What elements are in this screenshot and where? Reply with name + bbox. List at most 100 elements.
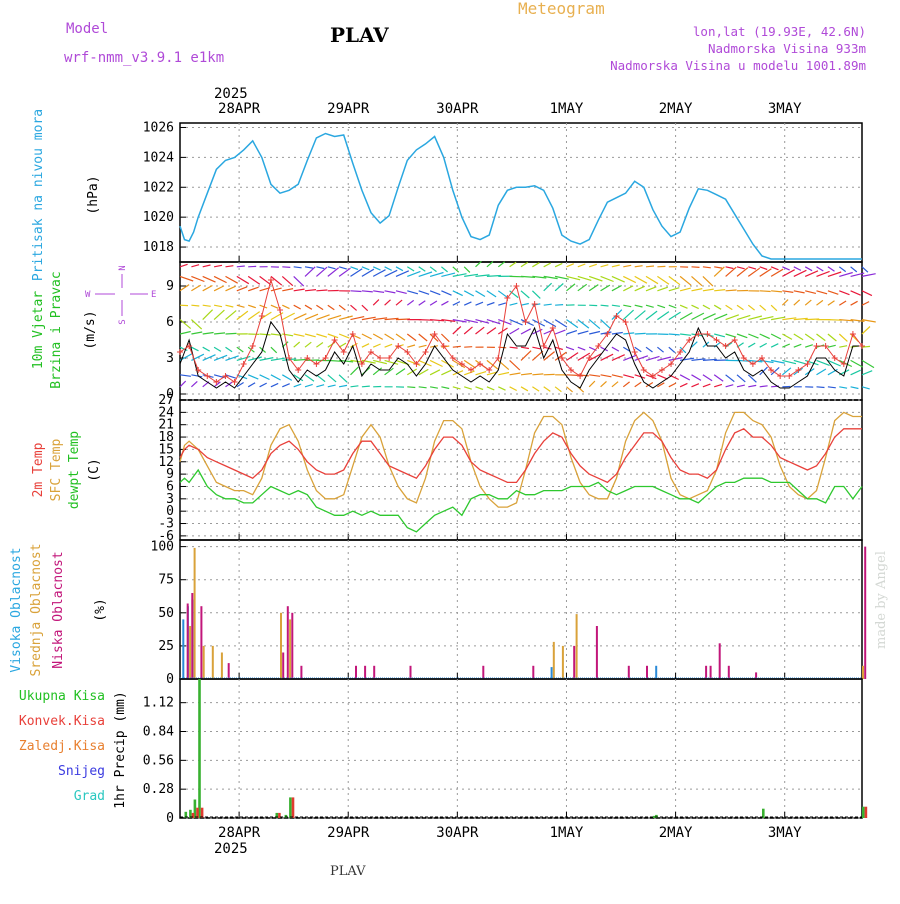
wind-arrow (760, 386, 768, 387)
wind-arrow (191, 332, 202, 334)
wind-arrow (532, 374, 543, 375)
wind-arrow (612, 333, 623, 335)
y-tick-label: 100 (151, 540, 174, 555)
y-tick-label: 6 (166, 315, 174, 330)
wind-arrow (316, 267, 327, 276)
wind-arrow (544, 283, 552, 291)
wind-arrow (237, 311, 248, 320)
wind-arrow (692, 305, 699, 308)
wind-arrow (737, 375, 745, 382)
wind-arrow (294, 305, 301, 309)
wind-gust-marker (659, 367, 665, 373)
wind-arrow (441, 267, 447, 272)
wind-arrow (214, 347, 221, 351)
wind-arrow (680, 305, 687, 308)
wind-arrow (578, 331, 589, 334)
wind-arrow (385, 334, 394, 340)
y-tick-label: 1020 (143, 210, 174, 225)
wind-arrow (532, 263, 539, 267)
wind-arrow (282, 289, 293, 291)
wind-panel-labels: 10m Vjetar Brzina i Pravac (m/s) N W E S (31, 265, 156, 388)
wind-arrow (862, 387, 870, 389)
wind-arrow (430, 387, 438, 388)
wind-arrow (339, 267, 347, 269)
wind-arrow (680, 288, 691, 291)
wind-arrow (589, 375, 600, 377)
header: Model wrf-nmm_v3.9.1 e1km PLAV Meteogram… (64, 0, 866, 73)
wind-arrow (771, 267, 778, 270)
wind-arrow (589, 381, 595, 387)
legend-rain: Ukupna Kisa (19, 689, 105, 704)
wind-arrow (362, 344, 369, 348)
wind-gust-marker (577, 373, 583, 379)
wind-arrow (544, 320, 556, 327)
wind-arrow (294, 267, 302, 268)
wind-arrow (794, 334, 803, 340)
wind-arrow (510, 262, 516, 267)
wind-arrow (567, 331, 577, 334)
wind-arrow (669, 347, 675, 352)
wind-arrow (487, 360, 498, 369)
wind-arrow (726, 267, 734, 269)
wind-arrow (260, 305, 268, 308)
wind-arrow (817, 387, 825, 388)
wind-arrow (316, 290, 327, 291)
wind-arrow (180, 320, 191, 329)
wind-arrow (203, 276, 216, 282)
temp-unit: (C) (87, 458, 102, 481)
model-label: Model (66, 21, 108, 37)
wind-arrow (407, 334, 416, 341)
wind-arrow (248, 383, 255, 387)
wind-arrow (191, 381, 197, 386)
wind-arrow (635, 266, 643, 267)
wind-arrow (260, 383, 267, 387)
wind-arrow (305, 375, 314, 381)
mid-cloud-bar (280, 613, 282, 679)
wind-arrow (714, 334, 725, 337)
wind-arrow (544, 347, 552, 349)
wind-arrow (771, 291, 782, 292)
wind-arrow (510, 360, 520, 370)
wind-arrow (760, 291, 771, 292)
wind-arrow (305, 334, 316, 337)
wind-arrow (703, 384, 711, 387)
wind-arrow (180, 264, 188, 267)
wind-arrow (214, 305, 222, 307)
wind-arrow (817, 291, 828, 294)
wind-arrow (623, 375, 634, 378)
y-tick-label: 0.84 (143, 725, 174, 740)
wind-arrow (521, 387, 528, 391)
model-elevation-text: Nadmorska Visina u modelu 1001.89m (610, 58, 866, 73)
wind-arrow (339, 375, 347, 383)
low-cloud-bar (410, 666, 412, 679)
wind-arrow (248, 287, 258, 291)
wind-arrow (203, 265, 211, 267)
temp-label-2: SFC Temp (49, 439, 64, 502)
top-date-label: 30APR (436, 101, 479, 117)
wind-arrow (714, 314, 727, 319)
wind-arrow (726, 305, 733, 309)
wind-arrow (567, 284, 576, 291)
wind-arrow (839, 267, 845, 272)
wind-arrow (567, 353, 579, 361)
wind-unit: (m/s) (83, 310, 98, 349)
low-cloud-bar (364, 666, 366, 679)
wind-arrow (282, 334, 293, 336)
wind-arrow (294, 334, 305, 336)
wind-arrow (510, 373, 521, 375)
wind-arrow (453, 346, 461, 347)
wind-arrow (203, 310, 213, 320)
wind-gust-marker (222, 373, 228, 379)
wind-arrow (544, 352, 555, 361)
wind-arrow (612, 382, 618, 387)
wind-arrow (601, 375, 612, 377)
low-cloud-bar (646, 666, 648, 679)
mid-cloud-bar (212, 646, 214, 679)
top-date-label: 29APR (327, 101, 370, 117)
wind-arrow (419, 267, 426, 272)
convective-bar (201, 808, 204, 818)
wind-arrow (692, 384, 699, 387)
wind-arrow (601, 265, 609, 267)
wind-arrow (692, 313, 704, 320)
wind-arrow (544, 263, 551, 267)
